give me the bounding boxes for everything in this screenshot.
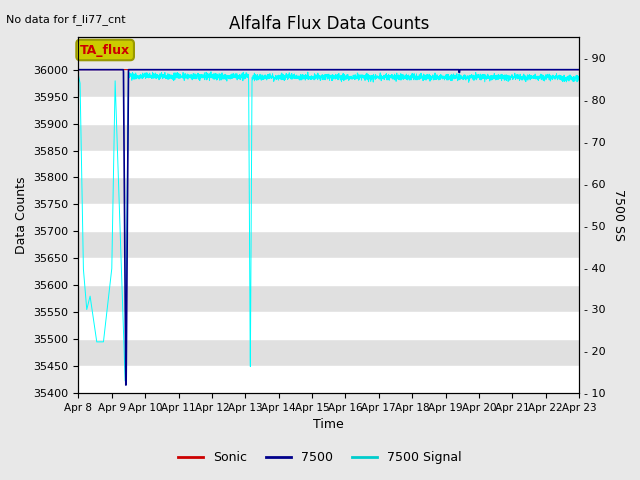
Bar — [79, 151, 579, 178]
Bar — [79, 231, 579, 258]
Bar — [79, 70, 579, 96]
Y-axis label: Data Counts: Data Counts — [15, 177, 28, 254]
Bar — [79, 366, 579, 393]
Bar — [79, 285, 579, 312]
Title: Alfalfa Flux Data Counts: Alfalfa Flux Data Counts — [228, 15, 429, 33]
Legend: Sonic, 7500, 7500 Signal: Sonic, 7500, 7500 Signal — [173, 446, 467, 469]
Bar — [79, 123, 579, 151]
Y-axis label: 7500 SS: 7500 SS — [612, 189, 625, 241]
Text: TA_flux: TA_flux — [80, 44, 130, 57]
Bar — [79, 312, 579, 339]
X-axis label: Time: Time — [314, 419, 344, 432]
Bar — [79, 339, 579, 366]
Bar — [79, 96, 579, 123]
Text: No data for f_li77_cnt: No data for f_li77_cnt — [6, 14, 126, 25]
Bar — [79, 204, 579, 231]
Bar — [79, 178, 579, 204]
Bar — [79, 258, 579, 285]
